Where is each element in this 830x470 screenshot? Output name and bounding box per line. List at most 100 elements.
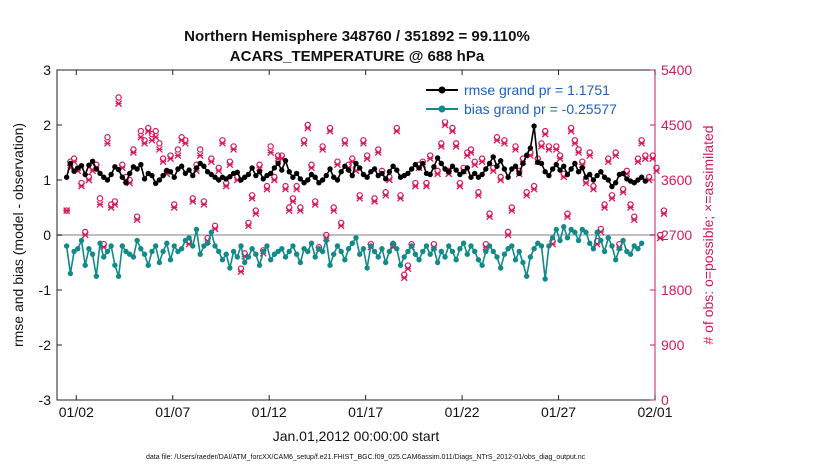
- rmse-point: [516, 170, 522, 177]
- rmse-point: [89, 158, 96, 164]
- obs-possible-marker: [152, 127, 159, 135]
- bias-point: [446, 243, 452, 249]
- bias-point: [631, 243, 637, 249]
- bias-point: [520, 259, 526, 266]
- bias-point: [245, 254, 252, 260]
- rmse-point: [293, 170, 300, 177]
- rmse-point: [527, 145, 534, 151]
- obs-assimilated-marker: [434, 170, 442, 178]
- rmse-point: [256, 169, 263, 175]
- bias-point: [460, 240, 467, 246]
- obs-assimilated-marker: [541, 130, 549, 138]
- bias-point: [249, 246, 255, 252]
- obs-assimilated-marker: [567, 127, 575, 135]
- obs-assimilated-marker: [530, 185, 538, 193]
- rmse-point: [561, 163, 567, 169]
- bias-point: [401, 254, 407, 260]
- legend-rmse-marker: [438, 86, 446, 94]
- bias-point: [590, 246, 597, 252]
- bias-point: [594, 229, 600, 235]
- rmse-point: [316, 180, 322, 186]
- obs-assimilated-marker: [81, 231, 89, 239]
- bias-point: [293, 251, 300, 257]
- bias-point: [416, 257, 422, 263]
- rmse-point: [175, 166, 181, 172]
- legend-rmse-label: rmse grand pr = 1.1751: [464, 82, 610, 98]
- rmse-point: [583, 174, 589, 180]
- obs-assimilated-marker: [374, 149, 382, 156]
- rmse-point: [323, 172, 330, 179]
- obs-assimilated-marker: [196, 152, 204, 160]
- rmse-point: [301, 180, 307, 186]
- rmse-point: [242, 174, 248, 180]
- y-axis-label-right: # of obs: o=possible; ×=assimilated: [700, 125, 716, 344]
- rmse-point: [127, 170, 133, 177]
- rmse-point: [464, 165, 470, 171]
- rmse-point: [334, 177, 341, 183]
- obs-assimilated-marker: [601, 204, 609, 211]
- obs-assimilated-marker: [426, 155, 434, 163]
- rmse-point: [531, 123, 537, 129]
- bias-point: [553, 226, 560, 233]
- obs-assimilated-marker: [155, 145, 163, 153]
- rmse-point: [279, 167, 285, 173]
- obs-assimilated-marker: [556, 155, 564, 163]
- bias-point: [212, 243, 218, 249]
- bias-point: [182, 237, 189, 244]
- obs-assimilated-marker: [141, 139, 149, 147]
- bias-point: [331, 251, 337, 257]
- bias-point: [479, 262, 485, 268]
- bias-point: [535, 240, 541, 246]
- obs-assimilated-marker: [207, 158, 215, 166]
- obs-assimilated-marker: [222, 182, 230, 190]
- legend-box: [419, 78, 653, 120]
- bias-point: [334, 243, 341, 249]
- rmse-point: [509, 166, 515, 172]
- bias-point: [127, 251, 133, 257]
- bias-point: [364, 265, 370, 271]
- rmse-point: [479, 171, 485, 178]
- y-left-tick-label: 2: [43, 117, 51, 133]
- rmse-point: [538, 160, 545, 167]
- rmse-point: [520, 160, 526, 167]
- x-tick-label: 01/12: [252, 404, 287, 420]
- obs-assimilated-marker: [170, 204, 178, 211]
- bias-point: [78, 237, 85, 244]
- obs-assimilated-marker: [452, 142, 460, 150]
- x-axis-label: Jan.01,2012 00:00:00 start: [273, 428, 440, 444]
- bias-point: [371, 248, 378, 255]
- bias-point: [397, 262, 404, 268]
- bias-point: [305, 248, 311, 255]
- obs-assimilated-marker: [504, 231, 512, 239]
- rmse-point: [609, 183, 615, 190]
- rmse-point: [349, 172, 355, 179]
- rmse-point: [379, 170, 385, 177]
- rmse-point: [587, 171, 593, 178]
- bias-point: [82, 262, 88, 268]
- rmse-point: [338, 169, 344, 175]
- bias-point: [97, 240, 103, 246]
- rmse-point: [282, 158, 289, 164]
- bias-point: [186, 235, 192, 241]
- rmse-point: [190, 172, 196, 179]
- obs-assimilated-marker: [129, 149, 137, 156]
- obs-assimilated-marker: [356, 194, 364, 202]
- rmse-point: [186, 167, 192, 173]
- rmse-point: [408, 166, 415, 172]
- obs-assimilated-marker: [181, 139, 189, 147]
- y-left-tick-label: 1: [43, 172, 51, 188]
- rmse-point: [290, 174, 296, 180]
- rmse-point: [149, 172, 155, 179]
- bias-point: [75, 246, 81, 252]
- rmse-point: [371, 166, 378, 172]
- y-right-tick-label: 900: [661, 337, 685, 353]
- obs-possible-marker: [174, 146, 182, 153]
- rmse-point: [568, 166, 574, 172]
- bias-point: [635, 246, 641, 252]
- rmse-point: [553, 161, 560, 168]
- bias-point: [345, 246, 352, 252]
- bias-point: [612, 257, 619, 263]
- bias-point: [505, 246, 511, 252]
- rmse-point: [642, 178, 649, 184]
- rmse-point: [505, 174, 511, 180]
